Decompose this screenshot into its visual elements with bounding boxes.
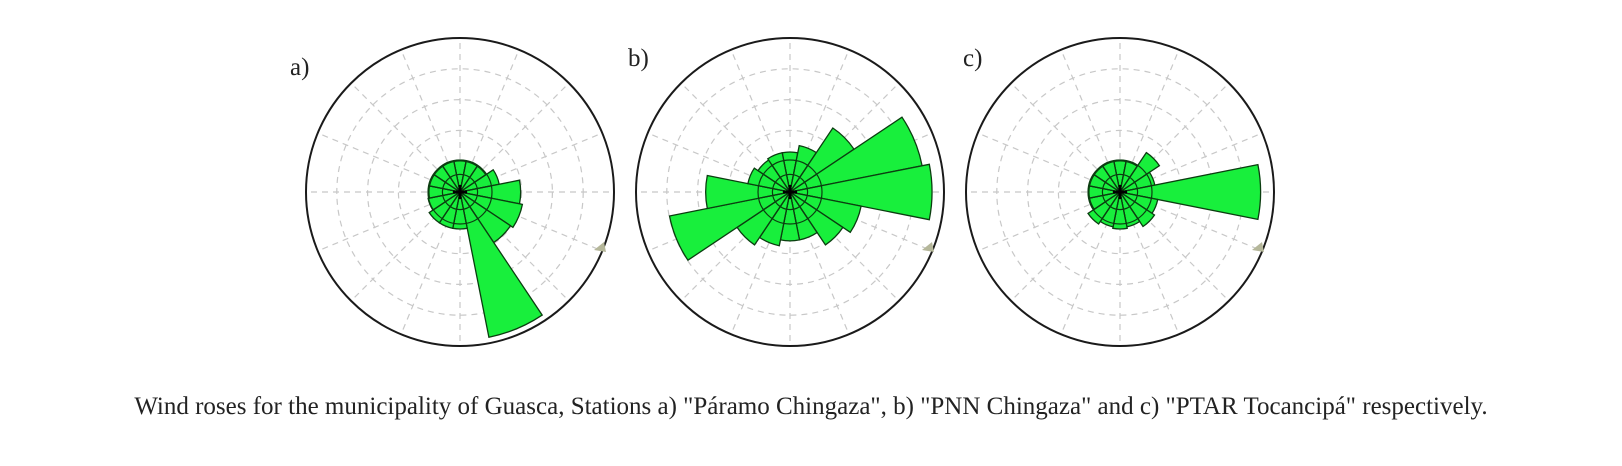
petal-337.5 [766,152,791,193]
petal-spoke-10 [441,191,461,219]
petal-spoke-6 [459,191,487,211]
figure-caption: Wind roses for the municipality of Guasc… [134,393,1488,420]
petal-ring-2 [757,159,823,225]
wind-rose-2: b) [628,37,945,347]
petal-spoke-14 [433,173,461,193]
petal-112.5 [789,191,862,234]
petal-292.5 [747,167,791,193]
petal-spoke-7 [789,191,809,219]
petal-spoke-10 [771,191,791,219]
petal-ring-1 [441,173,479,211]
petal-135 [789,191,844,246]
scan-artifact [1252,242,1264,252]
petal-spoke-10 [1101,191,1121,219]
petal-225 [428,191,461,224]
petal-spoke-11 [433,191,461,211]
outer-ring [305,37,615,347]
petal-spoke-2 [459,165,479,193]
petal-spoke-15 [1101,165,1121,193]
outer-ring [965,37,1275,347]
petal-ring-1 [771,173,809,211]
petal-90 [1119,163,1262,221]
petal-spoke-7 [1119,191,1139,219]
petal-ring-1 [1101,173,1139,211]
grid-ring-2 [397,129,523,255]
petal-270 [705,174,791,210]
petal-spoke-2 [789,165,809,193]
petal-45 [1119,151,1161,193]
panel-label: a) [290,54,309,81]
petal-ring-2 [1087,159,1153,225]
petal-spoke-11 [1093,191,1121,211]
petal-spoke-14 [1093,173,1121,193]
panel-label: b) [628,45,649,72]
petal-spoke-7 [459,191,479,219]
panel-label: c) [963,45,982,72]
petal-ring-2 [427,159,493,225]
petal-225 [1087,191,1121,225]
petal-spoke-14 [763,173,791,193]
petal-spoke-3 [789,173,817,193]
petal-180 [1112,191,1128,230]
petal-spoke-6 [1119,191,1147,211]
outer-ring [635,37,945,347]
petal-247.5 [668,191,791,262]
wind-rose-figure: a) b) c) [290,37,1275,347]
petal-spoke-6 [789,191,817,211]
petal-spoke-3 [459,173,487,193]
petal-spoke-2 [1119,165,1139,193]
scan-artifact [922,242,934,252]
petal-spoke-3 [1119,173,1147,193]
scan-artifact [594,242,606,252]
petal-spoke-11 [763,191,791,211]
wind-rose-1: a) [290,37,615,347]
petal-spoke-15 [771,165,791,193]
petal-spoke-15 [441,165,461,193]
petal-135 [1119,191,1156,228]
petal-90 [789,163,933,221]
petal-157.5 [459,191,544,338]
wind-rose-3: c) [963,37,1275,347]
